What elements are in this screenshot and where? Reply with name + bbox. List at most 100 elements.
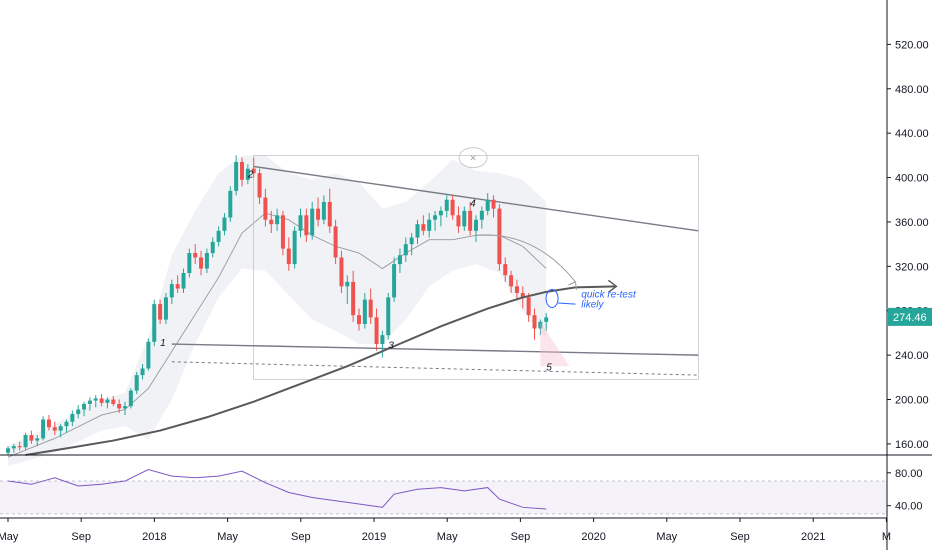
candle <box>163 292 168 325</box>
candle <box>181 268 186 293</box>
candle-body <box>339 257 344 287</box>
candle-body <box>304 215 309 236</box>
candle <box>333 219 338 265</box>
candle-body <box>257 173 262 198</box>
candle <box>11 443 16 453</box>
candle <box>538 319 543 336</box>
annotation-label: 2 <box>247 170 254 181</box>
candle-body <box>444 199 449 211</box>
candle-body <box>134 375 139 391</box>
candle-body <box>368 299 373 318</box>
candle <box>362 292 367 329</box>
candle-body <box>286 248 291 265</box>
candle-body <box>415 224 420 238</box>
candle-body <box>146 341 151 369</box>
candle <box>146 338 151 371</box>
candle <box>526 292 531 322</box>
annotation-label: 4 <box>470 198 476 209</box>
candle-body <box>64 421 69 427</box>
candle <box>286 237 291 271</box>
candle <box>397 248 402 273</box>
candle-body <box>409 237 414 245</box>
candle <box>357 308 361 331</box>
candle <box>134 371 139 394</box>
candle <box>111 396 116 407</box>
candle-body <box>82 403 87 410</box>
candle-body <box>316 208 321 220</box>
candle <box>292 226 297 269</box>
projection-arrow <box>475 234 576 283</box>
candle <box>228 186 233 222</box>
candle <box>222 213 227 236</box>
price-tick-label: 400.00 <box>895 173 929 185</box>
candle-body <box>327 201 332 227</box>
candle <box>427 213 432 238</box>
candle-body <box>374 317 379 345</box>
candle <box>491 195 496 218</box>
candle-body <box>321 201 326 220</box>
candle <box>409 233 414 256</box>
candle-body <box>245 168 250 180</box>
candle-body <box>485 199 490 211</box>
candle-body <box>93 398 98 401</box>
target-zone <box>540 321 570 367</box>
time-tick-label: 2019 <box>362 531 386 543</box>
ellipse-marker <box>458 147 488 169</box>
candle <box>450 195 455 220</box>
time-tick-label: May <box>0 531 19 543</box>
candle <box>415 219 420 245</box>
candle-body <box>240 162 244 180</box>
candle-body <box>152 304 157 342</box>
candle <box>216 226 221 247</box>
candle <box>263 188 268 227</box>
candle <box>169 279 174 305</box>
candle-body <box>23 435 28 448</box>
price-tick-label: 240.00 <box>895 350 929 362</box>
candle-body <box>275 215 280 225</box>
candle <box>128 388 133 409</box>
candle <box>23 432 28 450</box>
candle-body <box>181 273 186 289</box>
candle-body <box>228 190 233 218</box>
trend-lines: × <box>171 147 699 380</box>
candle-body <box>345 281 350 287</box>
candle-body <box>514 286 519 293</box>
range-box <box>253 155 699 380</box>
time-tick-label: May <box>217 531 238 543</box>
candle-body <box>158 304 163 320</box>
candle-body <box>310 208 315 236</box>
candle-body <box>6 448 10 453</box>
candle <box>321 195 326 225</box>
last-price-badge <box>888 307 932 326</box>
candle <box>199 250 204 276</box>
candle-body <box>397 255 402 265</box>
candle-body <box>538 321 543 329</box>
candle-body <box>298 215 303 231</box>
time-tick-label: M <box>882 531 891 543</box>
candle <box>152 299 157 347</box>
time-tick-label: 2020 <box>581 531 605 543</box>
candle-body <box>386 297 391 336</box>
candle-body <box>123 406 127 409</box>
candle-body <box>70 413 75 422</box>
candle <box>52 421 57 436</box>
lower-trend-line <box>171 343 699 356</box>
candle <box>392 257 397 302</box>
candle <box>6 446 10 455</box>
candle <box>76 405 81 419</box>
candle <box>403 237 408 262</box>
time-tick-label: Sep <box>730 531 750 543</box>
candle <box>70 410 75 427</box>
candle-body <box>35 438 40 441</box>
candle <box>444 195 449 218</box>
candle-body <box>222 217 227 231</box>
candle-body <box>280 215 285 249</box>
candle <box>374 308 379 351</box>
time-tick-label: Sep <box>291 531 311 543</box>
candle-body <box>52 427 57 431</box>
candle-body <box>58 426 63 431</box>
annotation-label: 3 <box>388 340 394 351</box>
price-tick-label: 360.00 <box>895 217 929 229</box>
